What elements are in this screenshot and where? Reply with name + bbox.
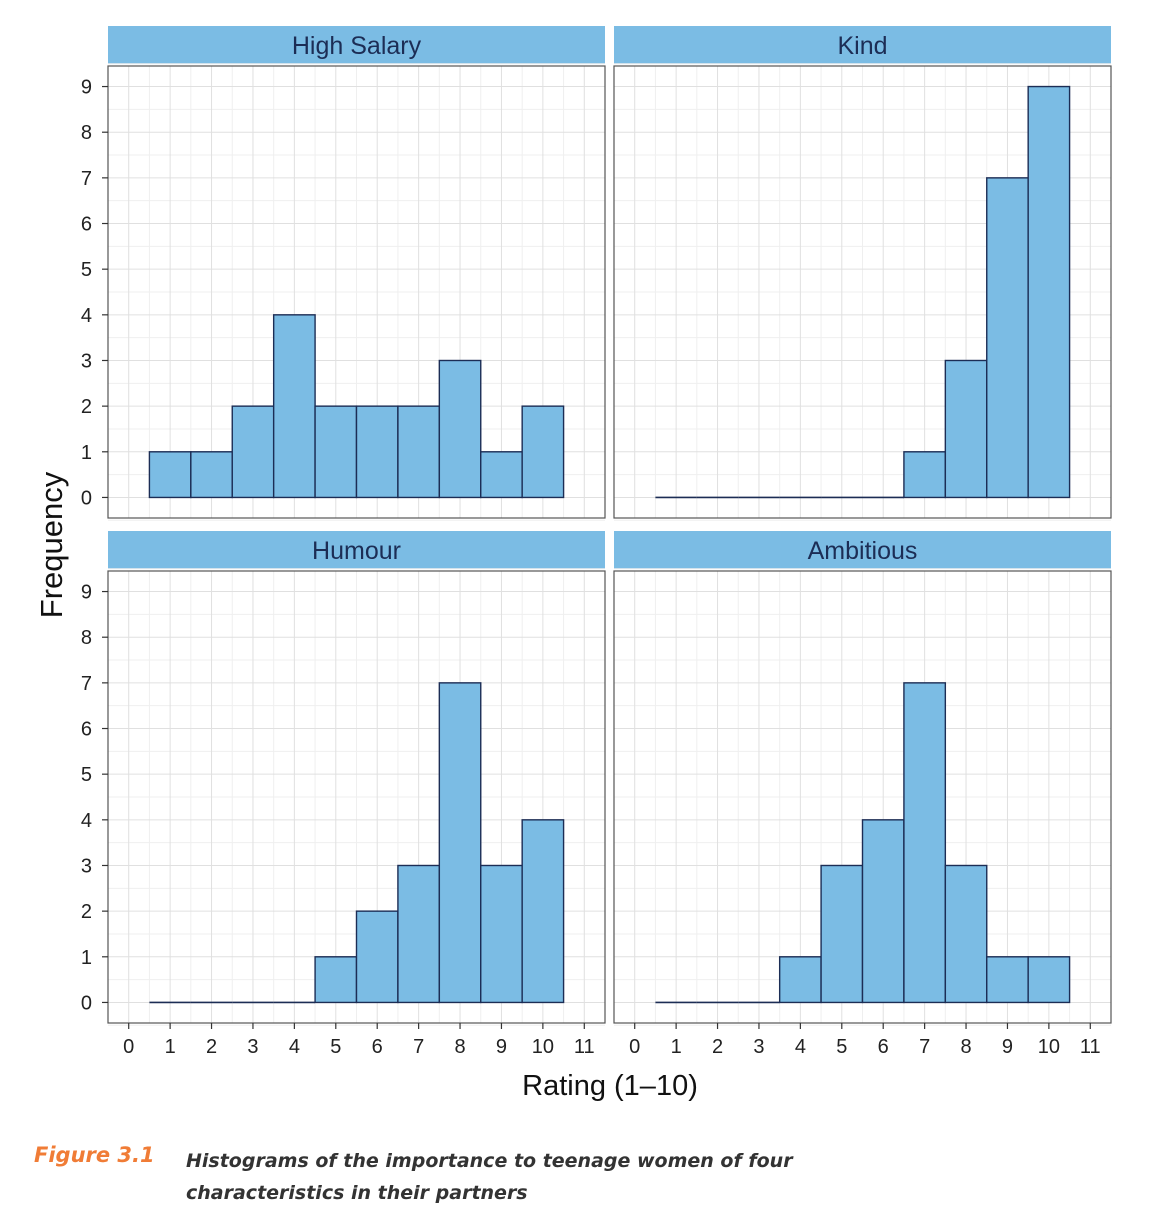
facet-title: Kind — [837, 32, 887, 60]
x-tick-label: 9 — [496, 1036, 507, 1058]
facet-title: Ambitious — [808, 537, 918, 565]
figure-caption-text: Histograms of the importance to teenage … — [186, 1150, 793, 1204]
x-axis-title: Rating (1–10) — [522, 1070, 698, 1102]
facet-title: Humour — [312, 537, 401, 565]
histogram-bar — [1027, 85, 1071, 499]
y-tick-label: 7 — [81, 673, 92, 695]
histogram-bar — [521, 405, 565, 499]
histogram-bar — [231, 405, 275, 499]
x-tick-label: 0 — [123, 1036, 134, 1058]
panel-border — [613, 570, 1112, 1024]
y-tick-label: 3 — [81, 350, 92, 372]
y-tick-label: 9 — [81, 582, 92, 604]
y-tick-label: 8 — [81, 122, 92, 144]
histogram-bar — [903, 451, 947, 499]
y-tick-label: 1 — [81, 442, 92, 464]
x-tick-label: 7 — [919, 1036, 930, 1058]
histogram-bar — [148, 451, 192, 499]
facet-strip — [614, 26, 1111, 64]
histogram-bar — [355, 405, 399, 499]
histogram-bar — [355, 910, 399, 1004]
facet-title: High Salary — [292, 32, 422, 60]
facet-strip — [614, 531, 1111, 569]
y-tick-label: 5 — [81, 259, 92, 281]
y-tick-label: 4 — [81, 810, 92, 832]
histogram-bar — [480, 864, 523, 1004]
histogram-bar — [861, 819, 905, 1004]
x-tick-label: 8 — [960, 1036, 971, 1058]
histogram-bar — [944, 359, 988, 499]
y-tick-label: 6 — [81, 214, 92, 236]
histogram-bar — [1027, 956, 1071, 1004]
histogram-bar — [438, 682, 482, 1004]
y-tick-label: 2 — [81, 901, 92, 923]
panel-border — [107, 65, 606, 519]
histogram-bar — [986, 177, 1029, 499]
x-tick-label: 2 — [712, 1036, 723, 1058]
x-tick-label: 4 — [795, 1036, 806, 1058]
y-tick-label: 5 — [81, 764, 92, 786]
y-tick-label: 1 — [81, 947, 92, 969]
x-tick-label: 5 — [330, 1036, 341, 1058]
histogram-bar — [314, 956, 358, 1004]
histogram-bar — [986, 956, 1029, 1004]
y-tick-label: 0 — [81, 487, 92, 509]
x-tick-label: 2 — [206, 1036, 217, 1058]
x-tick-label: 7 — [413, 1036, 424, 1058]
x-tick-label: 9 — [1002, 1036, 1013, 1058]
x-tick-label: 8 — [454, 1036, 465, 1058]
figure-label: Figure 3.1 — [34, 1143, 155, 1167]
y-tick-label: 3 — [81, 855, 92, 877]
histogram-bar — [397, 405, 441, 499]
x-tick-label: 3 — [247, 1036, 258, 1058]
x-tick-label: 4 — [289, 1036, 300, 1058]
histogram-bar — [944, 864, 988, 1004]
x-tick-label: 1 — [671, 1036, 682, 1058]
faceted-histogram-chart: High Salary 0 1 2 3 4 5 6 7 8 9 Kind Humour 0 1 2 3 4 5 6 7 8… — [34, 26, 1112, 1102]
y-tick-label: 4 — [81, 305, 92, 327]
y-tick-label: 9 — [81, 77, 92, 99]
histogram-bar — [314, 405, 358, 499]
x-tick-label: 10 — [532, 1036, 554, 1058]
histogram-bar — [521, 819, 565, 1004]
facet-strip — [108, 26, 605, 64]
facet-strip — [108, 531, 605, 569]
panel-border — [107, 570, 606, 1024]
histogram-bar — [778, 956, 822, 1004]
y-tick-label: 6 — [81, 719, 92, 741]
x-tick-label: 3 — [753, 1036, 764, 1058]
x-tick-label: 11 — [1080, 1036, 1101, 1058]
x-tick-label: 1 — [165, 1036, 176, 1058]
histogram-bar — [397, 864, 441, 1004]
panel-border — [613, 65, 1112, 519]
x-tick-label: 5 — [836, 1036, 847, 1058]
x-tick-label: 10 — [1038, 1036, 1060, 1058]
x-tick-label: 6 — [372, 1036, 383, 1058]
histogram-bar — [820, 864, 864, 1004]
histogram-bar — [190, 451, 233, 499]
y-tick-label: 8 — [81, 627, 92, 649]
y-axis-title: Frequency — [34, 471, 69, 618]
x-tick-label: 6 — [878, 1036, 889, 1058]
y-tick-label: 0 — [81, 992, 92, 1014]
x-tick-label: 0 — [629, 1036, 640, 1058]
histogram-bar — [480, 451, 523, 499]
histogram-bar — [903, 682, 947, 1004]
y-tick-label: 7 — [81, 168, 92, 190]
histogram-bar — [438, 359, 482, 499]
histogram-bar — [272, 314, 316, 499]
x-tick-label: 11 — [574, 1036, 595, 1058]
y-tick-label: 2 — [81, 396, 92, 418]
